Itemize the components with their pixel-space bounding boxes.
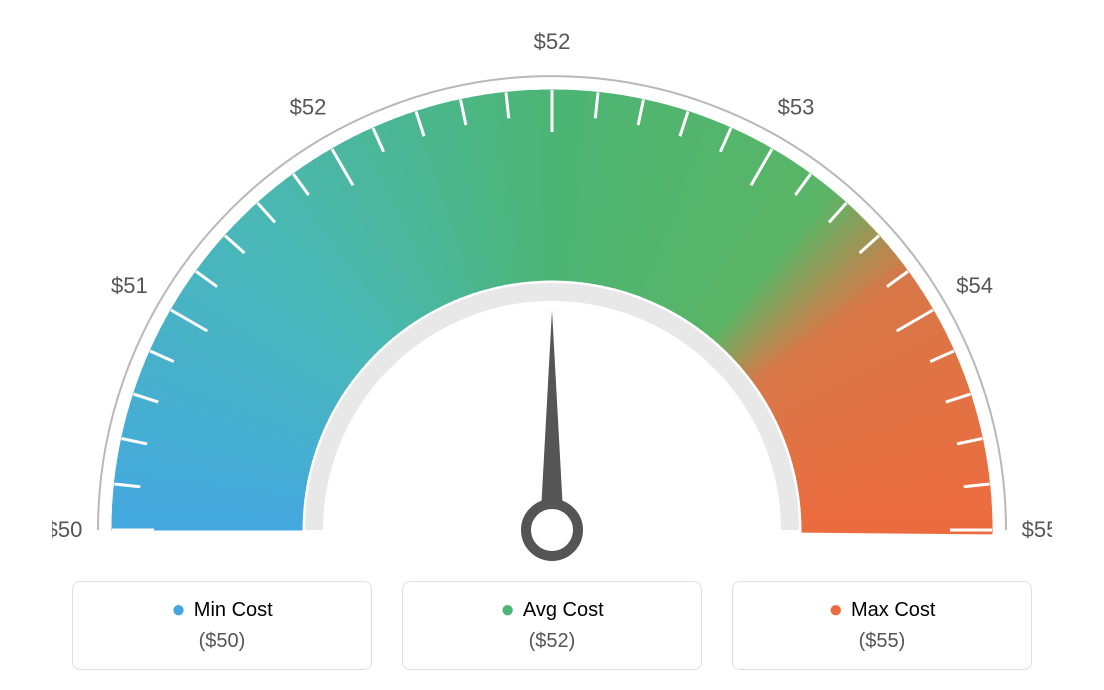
legend-card-avg: ● Avg Cost ($52) — [402, 581, 702, 670]
svg-text:$52: $52 — [290, 94, 327, 119]
svg-text:$53: $53 — [778, 94, 815, 119]
legend-value: ($50) — [93, 630, 351, 653]
svg-text:$54: $54 — [956, 273, 993, 298]
legend-value: ($55) — [753, 630, 1011, 653]
svg-text:$52: $52 — [534, 29, 571, 54]
legend-label: Avg Cost — [523, 599, 604, 622]
svg-text:$50: $50 — [52, 517, 82, 542]
bullet-icon: ● — [500, 598, 515, 622]
legend-value: ($52) — [423, 630, 681, 653]
svg-text:$51: $51 — [111, 273, 148, 298]
bullet-icon: ● — [829, 598, 844, 622]
legend-card-max: ● Max Cost ($55) — [732, 581, 1032, 670]
bullet-icon: ● — [171, 598, 186, 622]
legend-card-min: ● Min Cost ($50) — [72, 581, 372, 670]
gauge-svg: $50 $51 $52 $52 $53 $54 $55 — [52, 20, 1052, 580]
legend-label: Max Cost — [851, 599, 935, 622]
cost-gauge-chart: $50 $51 $52 $52 $53 $54 $55 — [52, 20, 1052, 570]
legend-row: ● Min Cost ($50) ● Avg Cost ($52) ● Max … — [72, 581, 1032, 670]
legend-label: Min Cost — [194, 599, 273, 622]
svg-text:$55: $55 — [1022, 517, 1052, 542]
